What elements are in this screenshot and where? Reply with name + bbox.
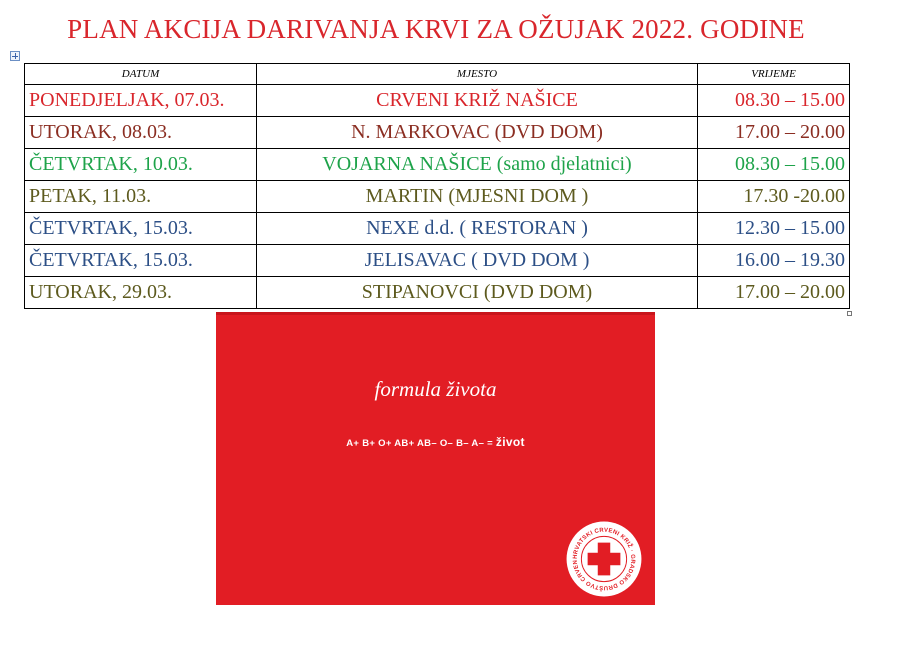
row-time: 17.00 – 20.00: [697, 116, 850, 149]
table-row: UTORAK, 29.03. STIPANOVCI (DVD DOM) 17.0…: [24, 276, 850, 309]
row-place: VOJARNA NAŠICE (samo djelatnici): [256, 148, 698, 181]
table-resize-handle[interactable]: [847, 311, 852, 316]
formula-result: život: [495, 435, 525, 449]
row-date: UTORAK, 29.03.: [24, 276, 257, 309]
page-title: PLAN AKCIJA DARIVANJA KRVI ZA OŽUJAK 202…: [67, 14, 805, 44]
row-place: STIPANOVCI (DVD DOM): [256, 276, 698, 309]
row-date: ČETVRTAK, 10.03.: [24, 148, 257, 181]
row-time: 17.30 -20.00: [697, 180, 850, 213]
blood-type-formula: A+ B+ O+ AB+ AB– O– B– A– = život: [216, 435, 655, 449]
schedule-table: DATUM MJESTO VRIJEME PONEDJELJAK, 07.03.…: [24, 63, 850, 309]
poster-slogan: formula života: [374, 377, 497, 401]
row-place: MARTIN (MJESNI DOM ): [256, 180, 698, 213]
formula-blood-types: A+ B+ O+ AB+ AB– O– B– A– =: [346, 438, 493, 449]
header-time: VRIJEME: [697, 63, 850, 85]
table-row: ČETVRTAK, 10.03. VOJARNA NAŠICE (samo dj…: [24, 148, 850, 181]
table-row: PETAK, 11.03. MARTIN (MJESNI DOM ) 17.30…: [24, 180, 850, 213]
table-row: ČETVRTAK, 15.03. NEXE d.d. ( RESTORAN ) …: [24, 212, 850, 245]
row-place: N. MARKOVAC (DVD DOM): [256, 116, 698, 149]
row-place: CRVENI KRIŽ NAŠICE: [256, 84, 698, 117]
table-move-handle-icon[interactable]: [10, 51, 20, 61]
row-date: PETAK, 11.03.: [24, 180, 257, 213]
table-header-row: DATUM MJESTO VRIJEME: [24, 63, 850, 85]
row-date: PONEDJELJAK, 07.03.: [24, 84, 257, 117]
header-date: DATUM: [24, 63, 257, 85]
poster-image: formula života A+ B+ O+ AB+ AB– O– B– A–…: [216, 312, 655, 605]
row-time: 17.00 – 20.00: [697, 276, 850, 309]
row-time: 16.00 – 19.30: [697, 244, 850, 277]
header-place: MJESTO: [256, 63, 698, 85]
row-date: UTORAK, 08.03.: [24, 116, 257, 149]
table-row: PONEDJELJAK, 07.03. CRVENI KRIŽ NAŠICE 0…: [24, 84, 850, 117]
table-row: UTORAK, 08.03. N. MARKOVAC (DVD DOM) 17.…: [24, 116, 850, 149]
row-time: 08.30 – 15.00: [697, 84, 850, 117]
table-row: ČETVRTAK, 15.03. JELISAVAC ( DVD DOM ) 1…: [24, 244, 850, 277]
row-time: 08.30 – 15.00: [697, 148, 850, 181]
row-date: ČETVRTAK, 15.03.: [24, 244, 257, 277]
row-place: NEXE d.d. ( RESTORAN ): [256, 212, 698, 245]
row-date: ČETVRTAK, 15.03.: [24, 212, 257, 245]
row-place: JELISAVAC ( DVD DOM ): [256, 244, 698, 277]
row-time: 12.30 – 15.00: [697, 212, 850, 245]
red-cross-logo-icon: HRVATSKI CRVENI KRIŽ · GRADSKO DRUŠTVO C…: [565, 520, 642, 597]
